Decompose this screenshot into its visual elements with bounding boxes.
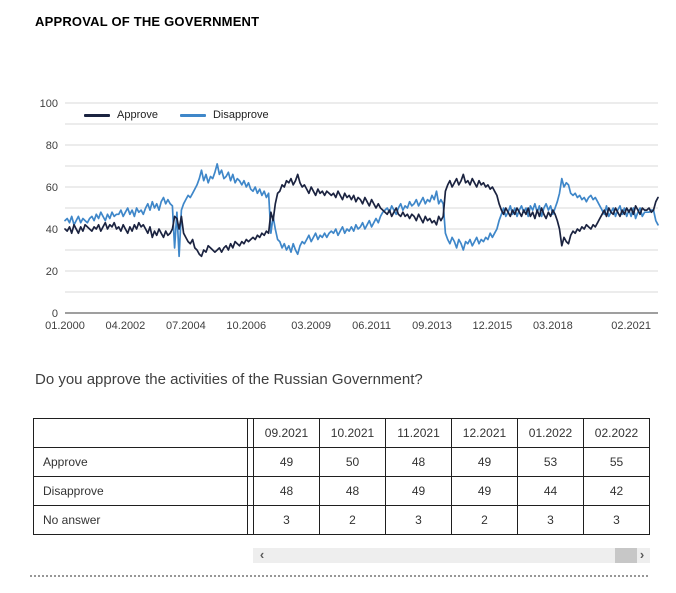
legend-item-approve[interactable]: Approve: [84, 109, 158, 121]
table-header-row: 09.2021 10.2021 11.2021 12.2021 01.2022 02.20…: [33, 418, 650, 448]
page-title: APPROVAL OF THE GOVERNMENT: [35, 14, 260, 29]
x-axis-tick-label: 04.2002: [106, 320, 146, 332]
table-horizontal-scrollbar[interactable]: ‹ ›: [253, 548, 650, 563]
row-label: No answer: [33, 505, 248, 535]
table-cell: 48: [319, 476, 386, 506]
y-axis-tick-label: 80: [46, 140, 58, 152]
y-axis-tick-label: 0: [52, 308, 58, 320]
legend-label: Disapprove: [212, 109, 269, 121]
table-cell: 55: [583, 447, 650, 477]
legend-label: Approve: [117, 109, 158, 121]
table-cell: 49: [451, 447, 518, 477]
table-cell: 3: [517, 505, 584, 535]
table-column-header: 12.2021: [451, 418, 518, 448]
x-axis-tick-label: 03.2009: [291, 320, 331, 332]
table-cell: 3: [583, 505, 650, 535]
scrollbar-thumb[interactable]: [615, 548, 637, 563]
table-column-header: 11.2021: [385, 418, 452, 448]
table-row: Approve 49 50 48 49 53 55: [33, 447, 650, 477]
table-column-header: 01.2022: [517, 418, 584, 448]
table-column-header: 09.2021: [253, 418, 320, 448]
x-axis-tick-label: 09.2013: [412, 320, 452, 332]
table-cell: 49: [385, 476, 452, 506]
approval-line-chart: 0 20 40 60 80 100 01.2000 04.2002 07.2004 10.2006…: [0, 85, 676, 345]
x-axis-tick-label: 10.2006: [226, 320, 266, 332]
table-cell: 50: [319, 447, 386, 477]
table-cell: 3: [253, 505, 320, 535]
survey-question: Do you approve the activities of the Rus…: [35, 371, 423, 388]
x-axis-tick-label: 03.2018: [533, 320, 573, 332]
x-axis-tick-label: 01.2000: [45, 320, 85, 332]
table-cell: 2: [319, 505, 386, 535]
y-axis-tick-label: 100: [40, 98, 58, 110]
table-row: Disapprove 48 48 49 49 44 42: [33, 476, 650, 506]
x-axis-tick-label: 02.2021: [611, 320, 651, 332]
table-cell: 48: [253, 476, 320, 506]
y-axis-tick-label: 60: [46, 182, 58, 194]
y-axis-tick-label: 40: [46, 224, 58, 236]
table-row: No answer 3 2 3 2 3 3: [33, 505, 650, 535]
table-cell: 42: [583, 476, 650, 506]
results-table: 09.2021 10.2021 11.2021 12.2021 01.2022 02.20…: [33, 418, 650, 535]
table-column-header: 02.2022: [583, 418, 650, 448]
chart-legend: Approve Disapprove: [84, 109, 269, 121]
legend-swatch-approve: [84, 113, 110, 117]
table-corner-cell: [33, 418, 248, 448]
y-axis-tick-label: 20: [46, 266, 58, 278]
table-column-header: 10.2021: [319, 418, 386, 448]
series-line-approve: [64, 173, 659, 258]
legend-swatch-disapprove: [179, 113, 206, 117]
row-label: Approve: [33, 447, 248, 477]
table-cell: 3: [385, 505, 452, 535]
x-axis-tick-label: 12.2015: [473, 320, 513, 332]
series-line-disapprove: [64, 163, 659, 258]
scroll-right-arrow-icon[interactable]: ›: [639, 547, 645, 562]
scroll-left-arrow-icon[interactable]: ‹: [259, 547, 265, 562]
row-label: Disapprove: [33, 476, 248, 506]
dotted-divider: [30, 575, 648, 577]
table-cell: 49: [451, 476, 518, 506]
chart-canvas: 0 20 40 60 80 100 01.2000 04.2002 07.2004 10.2006…: [40, 98, 659, 332]
table-cell: 53: [517, 447, 584, 477]
table-cell: 2: [451, 505, 518, 535]
table-cell: 49: [253, 447, 320, 477]
table-cell: 44: [517, 476, 584, 506]
x-axis-tick-label: 06.2011: [352, 320, 391, 332]
x-axis-tick-label: 07.2004: [166, 320, 206, 332]
table-cell: 48: [385, 447, 452, 477]
legend-item-disapprove[interactable]: Disapprove: [179, 109, 269, 121]
